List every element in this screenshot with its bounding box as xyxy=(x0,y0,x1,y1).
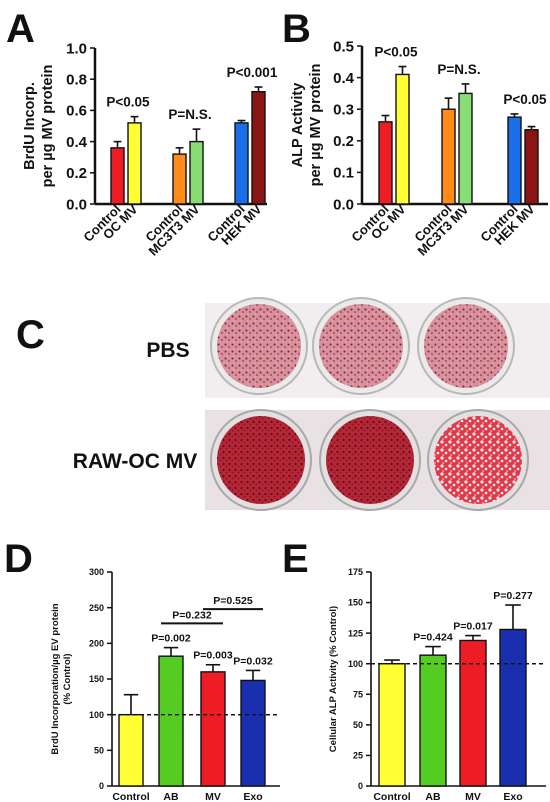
category-label-d: MV xyxy=(205,791,221,802)
p-value-b: P=N.S. xyxy=(437,62,480,77)
y-tick-label-b: 0.3 xyxy=(333,101,354,118)
y-tick-label-e: 50 xyxy=(353,720,363,730)
y-axis-label-b: ALP Activity xyxy=(290,83,306,168)
bar-b xyxy=(524,129,539,205)
p-value-d: P=0.032 xyxy=(233,655,273,667)
y-tick-label-e: 75 xyxy=(353,689,363,699)
y-tick-label-e: 100 xyxy=(348,659,363,669)
pbs-well-1 xyxy=(210,297,308,395)
raw-oc-well-3 xyxy=(427,409,529,511)
bar-e xyxy=(499,628,527,787)
category-label-e: Control xyxy=(373,791,410,802)
y-tick-label-e: 25 xyxy=(353,751,363,761)
category-label-e: AB xyxy=(425,791,441,802)
y-tick-label-a: 0.8 xyxy=(66,71,87,88)
bar-a xyxy=(172,153,187,205)
y-tick-label-d: 250 xyxy=(89,603,104,613)
category-label-e: Exo xyxy=(503,791,522,802)
p-value-d: P=0.003 xyxy=(193,650,233,662)
category-label-d: Control xyxy=(112,791,149,802)
category-label-e: MV xyxy=(465,791,481,802)
y-axis-label-b: per µg MV protein xyxy=(308,64,324,187)
bar-e xyxy=(378,663,406,787)
row-label-raw-oc-mv: RAW-OC MV xyxy=(73,450,197,473)
raw-oc-well-1 xyxy=(210,409,312,511)
pbs-well-3 xyxy=(417,297,515,395)
p-value-d: P=0.002 xyxy=(151,633,191,645)
panel-letter-e: E xyxy=(282,537,309,581)
bar-d xyxy=(158,655,184,787)
bar-a xyxy=(127,122,142,205)
bar-e xyxy=(419,654,447,787)
bar-d xyxy=(200,671,226,787)
bar-b xyxy=(458,92,473,205)
panel-letter-d: D xyxy=(4,537,33,581)
y-tick-label-d: 0 xyxy=(99,781,104,791)
y-tick-label-a: 0.0 xyxy=(66,196,87,213)
chart-e: 0 25 50 75 100 125 150 175 Cellular ALP Activity… xyxy=(328,567,546,802)
y-axis-label-a: BrdU Incorp. xyxy=(22,82,38,170)
y-tick-label-e: 150 xyxy=(348,598,363,608)
y-tick-label-a: 1.0 xyxy=(66,40,87,57)
bar-b xyxy=(395,73,410,205)
y-tick-label-a: 0.6 xyxy=(66,103,87,120)
y-tick-label-b: 0.4 xyxy=(333,70,355,87)
category-label-d: AB xyxy=(163,791,179,802)
bar-a xyxy=(110,147,125,205)
p-value-e: P=0.424 xyxy=(413,632,453,644)
bracket-p-value-d: P=0.232 xyxy=(172,609,212,621)
bar-d xyxy=(240,679,266,787)
p-value-a: P<0.05 xyxy=(106,95,150,110)
panel-letter-b: B xyxy=(282,7,311,51)
bar-b xyxy=(507,116,522,205)
p-value-e: P=0.277 xyxy=(493,590,533,602)
y-tick-label-d: 300 xyxy=(89,567,104,577)
y-tick-label-b: 0.0 xyxy=(333,196,354,213)
y-tick-label-d: 100 xyxy=(89,710,104,720)
bar-a xyxy=(251,90,266,205)
row-label-pbs: PBS xyxy=(146,339,189,362)
panel-letter-a: A xyxy=(6,7,35,51)
y-tick-label-d: 50 xyxy=(94,745,104,755)
bar-d xyxy=(118,713,144,787)
p-value-b: P<0.05 xyxy=(503,92,547,107)
bar-b xyxy=(441,108,456,205)
chart-a: 0.0 0.2 0.4 0.6 0.8 1.0 BrdU Incorp. per µg MV … xyxy=(22,40,278,258)
p-value-a: P<0.001 xyxy=(227,65,278,80)
bar-e xyxy=(459,639,487,787)
chart-b: 0.0 0.1 0.2 0.3 0.4 0.5 ALP Activity per µg MV … xyxy=(290,38,548,259)
y-tick-label-d: 150 xyxy=(89,674,104,684)
bar-a xyxy=(234,122,249,205)
bar-a xyxy=(189,140,204,205)
raw-oc-well-2 xyxy=(319,409,421,511)
y-tick-label-a: 0.2 xyxy=(66,165,87,182)
y-tick-label-b: 0.1 xyxy=(333,165,354,182)
y-tick-label-e: 0 xyxy=(358,781,363,791)
culture-plate-photo: PBS RAW-OC MV xyxy=(73,297,550,511)
category-label-d: Exo xyxy=(243,791,262,802)
p-value-a: P=N.S. xyxy=(168,107,211,122)
y-tick-label-b: 0.5 xyxy=(333,38,354,55)
y-tick-label-a: 0.4 xyxy=(66,134,88,151)
y-axis-label-a: per µg MV protein xyxy=(40,65,56,188)
p-value-b: P<0.05 xyxy=(374,45,418,60)
p-value-e: P=0.017 xyxy=(453,621,493,633)
y-tick-label-e: 125 xyxy=(348,628,363,638)
panel-letter-c: C xyxy=(16,313,45,357)
y-axis-label-e: Cellular ALP Activity (% Control) xyxy=(328,606,339,752)
chart-d: 0 50 100 150 200 250 300 BrdU Incorporation/µg … xyxy=(50,567,280,802)
y-axis-label-d: (% Control) xyxy=(62,653,73,704)
y-axis-label-d: BrdU Incorporation/µg EV protein xyxy=(50,603,61,754)
bar-b xyxy=(378,121,393,205)
bracket-p-value-d: P=0.525 xyxy=(213,595,253,607)
pbs-well-2 xyxy=(312,297,410,395)
y-tick-label-b: 0.2 xyxy=(333,133,354,150)
y-tick-label-d: 200 xyxy=(89,638,104,648)
y-tick-label-e: 175 xyxy=(348,567,363,577)
